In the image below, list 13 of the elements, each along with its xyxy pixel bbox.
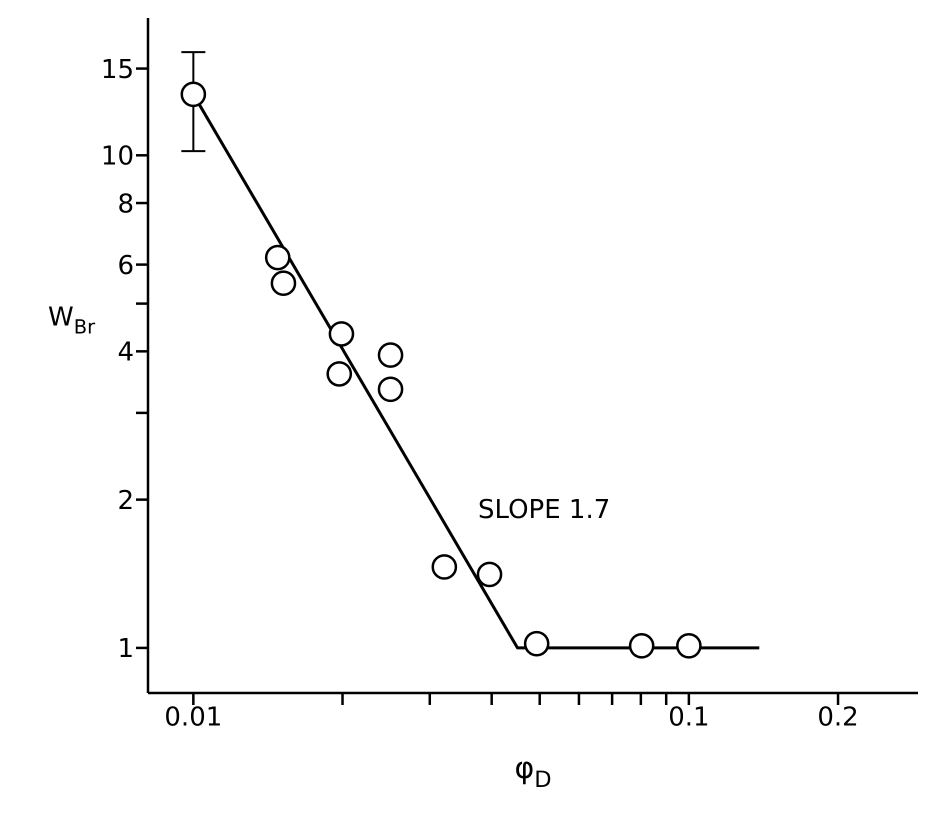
y-tick-label: 15	[100, 54, 134, 85]
y-tick-label: 6	[117, 250, 134, 281]
annotation: SLOPE 1.7	[478, 495, 610, 525]
y-tick-label: 4	[117, 338, 134, 368]
y-axis-title: W$_{Br}$	[48, 302, 96, 338]
x-tick-label: 0.1	[668, 702, 710, 732]
x-axis-title: φ$_{D}$	[514, 751, 552, 794]
x-tick-label: 0.2	[817, 702, 859, 732]
y-tick-label: 10	[100, 142, 134, 172]
x-tick-label: 0.01	[164, 702, 222, 732]
y-tick-label: 2	[117, 486, 134, 516]
y-tick-label: 1	[117, 634, 134, 664]
y-tick-label: 8	[117, 189, 134, 220]
